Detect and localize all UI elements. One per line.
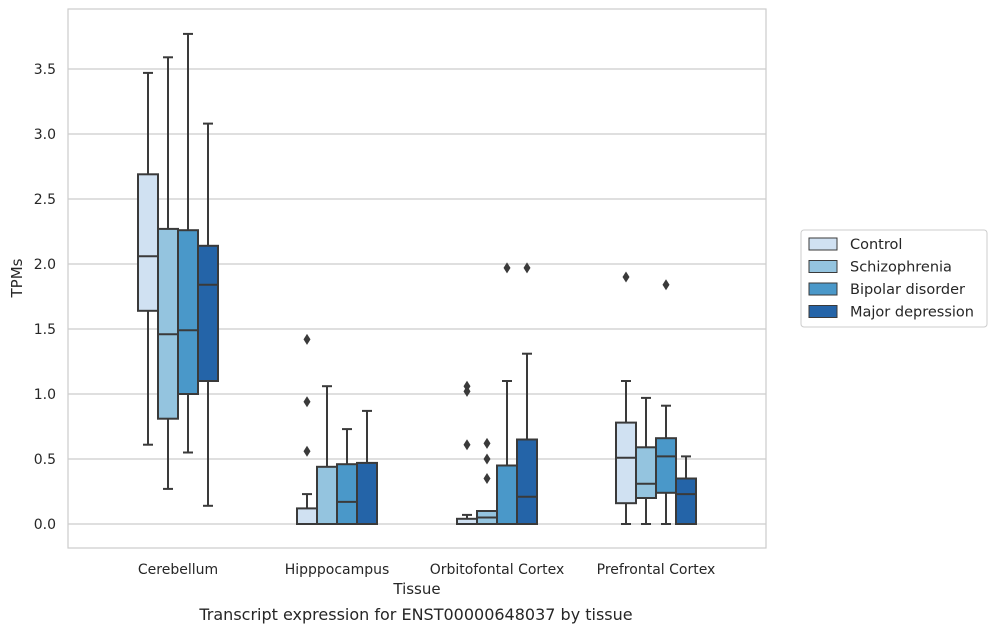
box-1-0	[296, 333, 318, 525]
box-2-0	[456, 380, 478, 525]
figure-caption: Transcript expression for ENST0000064803…	[199, 605, 633, 624]
legend-swatch	[808, 305, 838, 318]
box-2-2	[496, 262, 518, 525]
axes: 0.0 0.5 1.0 1.5 2.0 2.5 3.0 3.5 Cerebellum Hipppo…	[34, 62, 716, 578]
outlier-point	[463, 380, 471, 392]
box-1-1	[316, 385, 338, 525]
outlier-point	[622, 271, 630, 283]
x-tick-label: Orbitofontal Cortex	[430, 562, 565, 578]
box-iqr	[655, 437, 677, 494]
boxes	[137, 32, 697, 526]
legend-label: Schizophrenia	[850, 260, 952, 276]
legend-label: Bipolar disorder	[850, 282, 965, 298]
box-iqr	[316, 465, 338, 525]
outlier-point	[483, 453, 491, 465]
box-iqr	[197, 244, 219, 382]
y-tick-label: 0.0	[34, 517, 56, 533]
y-tick-label: 1.5	[34, 322, 56, 338]
y-tick-label: 1.0	[34, 387, 56, 403]
outlier-point	[303, 333, 311, 345]
box-3-3	[675, 455, 697, 525]
box-2-1	[476, 437, 498, 525]
legend: Control Schizophrenia Bipolar disorder Majo…	[800, 229, 988, 328]
box-iqr	[516, 438, 538, 525]
box-iqr	[356, 461, 378, 525]
box-iqr	[177, 229, 199, 395]
box-1-3	[356, 409, 378, 525]
box-1-2	[336, 428, 358, 526]
box-iqr	[496, 464, 518, 525]
x-tick-label: Cerebellum	[138, 562, 218, 578]
x-tick-label: Hipppocampus	[285, 562, 390, 578]
box-0-1	[157, 56, 179, 490]
outlier-point	[463, 439, 471, 451]
outlier-point	[503, 262, 511, 274]
y-tick-label: 2.0	[34, 257, 56, 273]
legend-frame	[800, 229, 988, 328]
legend-swatch	[808, 282, 838, 296]
box-0-0	[137, 71, 159, 446]
y-axis-title: TPMs	[8, 258, 26, 298]
legend-swatch	[808, 260, 838, 273]
legend-swatch	[808, 237, 838, 251]
outlier-point	[483, 473, 491, 484]
y-tick-label: 3.5	[34, 62, 56, 78]
outlier-point	[483, 437, 491, 449]
outlier-point	[523, 262, 531, 274]
legend-label: Control	[850, 237, 902, 253]
y-tick-label: 3.0	[34, 127, 56, 143]
outlier-point	[662, 279, 670, 291]
box-iqr	[615, 421, 637, 505]
x-axis-title: Tissue	[392, 580, 440, 598]
outlier-point	[303, 445, 311, 457]
box-2-3	[516, 262, 538, 525]
x-tick-label: Prefrontal Cortex	[597, 562, 716, 578]
box-3-0	[615, 271, 637, 525]
box-iqr	[296, 507, 318, 525]
y-tick-label: 2.5	[34, 192, 56, 208]
box-iqr	[336, 463, 358, 526]
legend-label: Major depression	[850, 305, 974, 321]
y-tick-label: 0.5	[34, 452, 56, 468]
box-iqr	[137, 173, 159, 312]
outlier-point	[303, 396, 311, 408]
box-0-2	[177, 32, 199, 454]
box-iqr	[157, 227, 179, 420]
plot-frame	[67, 8, 767, 549]
box-3-2	[655, 279, 677, 525]
box-iqr	[675, 477, 697, 525]
box-0-3	[197, 122, 219, 507]
box-iqr	[635, 446, 657, 499]
box-3-1	[635, 396, 657, 525]
